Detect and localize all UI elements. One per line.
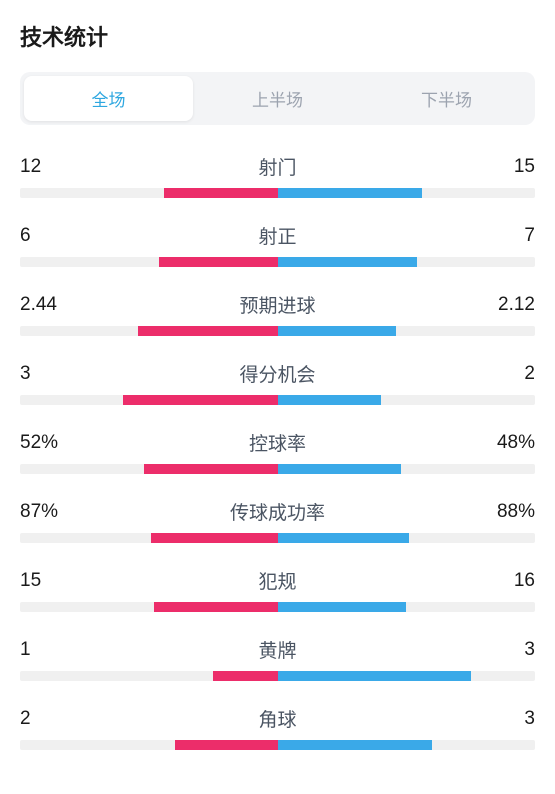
stat-label: 控球率 xyxy=(70,429,485,456)
stat-row: 3得分机会2 xyxy=(20,360,535,405)
stat-label: 黄牌 xyxy=(70,636,485,663)
bar-left xyxy=(159,257,277,267)
stat-header: 2角球3 xyxy=(20,705,535,732)
stat-left-value: 52% xyxy=(20,432,70,454)
stat-label: 角球 xyxy=(70,705,485,732)
stat-right-value: 2 xyxy=(485,363,535,385)
bar-right-wrap xyxy=(278,671,536,681)
stat-bar xyxy=(20,464,535,474)
stat-header: 52%控球率48% xyxy=(20,429,535,456)
tab-0[interactable]: 全场 xyxy=(24,76,193,121)
bar-left xyxy=(151,533,277,543)
stat-header: 15犯规16 xyxy=(20,567,535,594)
bar-right-wrap xyxy=(278,257,536,267)
bar-left xyxy=(213,671,277,681)
bar-left-wrap xyxy=(20,464,278,474)
bar-right xyxy=(278,671,471,681)
stat-right-value: 7 xyxy=(485,225,535,247)
stat-row: 52%控球率48% xyxy=(20,429,535,474)
period-tabs: 全场上半场下半场 xyxy=(20,72,535,125)
stat-left-value: 87% xyxy=(20,501,70,523)
stat-row: 12射门15 xyxy=(20,153,535,198)
bar-left-wrap xyxy=(20,188,278,198)
stat-label: 射门 xyxy=(70,153,485,180)
bar-right-wrap xyxy=(278,602,536,612)
bar-right-wrap xyxy=(278,188,536,198)
stat-bar xyxy=(20,671,535,681)
bar-left xyxy=(164,188,277,198)
bar-right xyxy=(278,326,396,336)
bar-right xyxy=(278,533,409,543)
bar-right xyxy=(278,395,381,405)
stat-header: 12射门15 xyxy=(20,153,535,180)
tab-1[interactable]: 上半场 xyxy=(193,76,362,121)
stat-bar xyxy=(20,740,535,750)
bar-left xyxy=(138,326,277,336)
bar-right-wrap xyxy=(278,464,536,474)
stat-label: 传球成功率 xyxy=(70,498,485,525)
stat-row: 15犯规16 xyxy=(20,567,535,612)
stat-right-value: 15 xyxy=(485,156,535,178)
stat-row: 1黄牌3 xyxy=(20,636,535,681)
stat-header: 3得分机会2 xyxy=(20,360,535,387)
stat-left-value: 6 xyxy=(20,225,70,247)
stats-container: 技术统计 全场上半场下半场 12射门156射正72.44预期进球2.123得分机… xyxy=(0,0,555,794)
bar-left-wrap xyxy=(20,533,278,543)
bar-right xyxy=(278,602,407,612)
stat-label: 得分机会 xyxy=(70,360,485,387)
stat-label: 预期进球 xyxy=(70,291,485,318)
bar-left-wrap xyxy=(20,740,278,750)
bar-left-wrap xyxy=(20,257,278,267)
stat-row: 6射正7 xyxy=(20,222,535,267)
bar-left xyxy=(123,395,278,405)
bar-left xyxy=(144,464,278,474)
stat-left-value: 15 xyxy=(20,570,70,592)
stat-row: 2.44预期进球2.12 xyxy=(20,291,535,336)
bar-left-wrap xyxy=(20,602,278,612)
stat-bar xyxy=(20,257,535,267)
bar-right-wrap xyxy=(278,395,536,405)
stat-right-value: 88% xyxy=(485,501,535,523)
stat-header: 1黄牌3 xyxy=(20,636,535,663)
tab-2[interactable]: 下半场 xyxy=(362,76,531,121)
stat-header: 2.44预期进球2.12 xyxy=(20,291,535,318)
stat-right-value: 3 xyxy=(485,639,535,661)
bar-right-wrap xyxy=(278,740,536,750)
stat-left-value: 2.44 xyxy=(20,294,70,316)
stat-bar xyxy=(20,188,535,198)
stat-right-value: 16 xyxy=(485,570,535,592)
bar-right xyxy=(278,740,433,750)
stat-left-value: 1 xyxy=(20,639,70,661)
stat-header: 6射正7 xyxy=(20,222,535,249)
stats-list: 12射门156射正72.44预期进球2.123得分机会252%控球率48%87%… xyxy=(20,153,535,750)
bar-right xyxy=(278,257,417,267)
page-title: 技术统计 xyxy=(20,20,535,52)
stat-row: 87%传球成功率88% xyxy=(20,498,535,543)
bar-right-wrap xyxy=(278,326,536,336)
stat-bar xyxy=(20,395,535,405)
stat-bar xyxy=(20,326,535,336)
stat-label: 犯规 xyxy=(70,567,485,594)
stat-bar xyxy=(20,533,535,543)
stat-label: 射正 xyxy=(70,222,485,249)
stat-header: 87%传球成功率88% xyxy=(20,498,535,525)
stat-bar xyxy=(20,602,535,612)
stat-right-value: 3 xyxy=(485,708,535,730)
bar-left-wrap xyxy=(20,395,278,405)
bar-right xyxy=(278,188,422,198)
stat-left-value: 2 xyxy=(20,708,70,730)
bar-left xyxy=(175,740,278,750)
stat-row: 2角球3 xyxy=(20,705,535,750)
bar-right xyxy=(278,464,402,474)
stat-left-value: 3 xyxy=(20,363,70,385)
stat-right-value: 48% xyxy=(485,432,535,454)
bar-left-wrap xyxy=(20,671,278,681)
stat-right-value: 2.12 xyxy=(485,294,535,316)
bar-right-wrap xyxy=(278,533,536,543)
bar-left xyxy=(154,602,278,612)
stat-left-value: 12 xyxy=(20,156,70,178)
bar-left-wrap xyxy=(20,326,278,336)
